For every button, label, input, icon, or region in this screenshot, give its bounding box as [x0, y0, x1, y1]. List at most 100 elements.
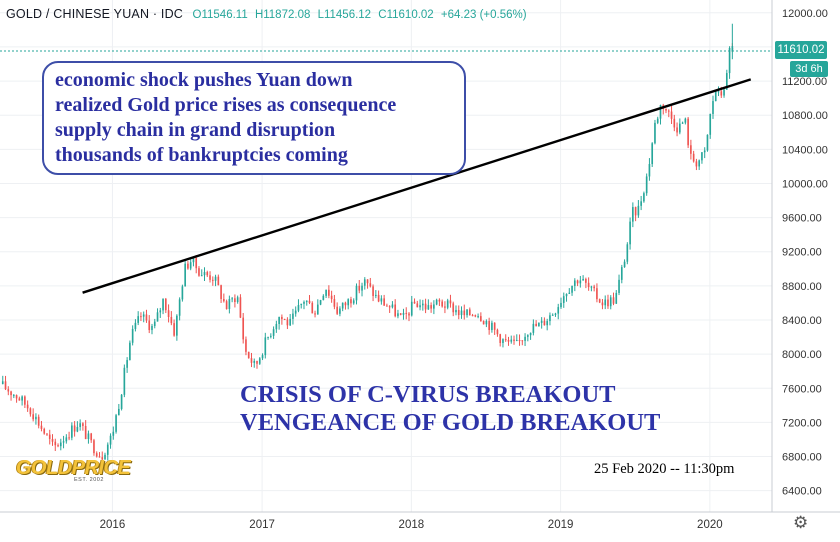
candle-body [598, 299, 601, 303]
candle-body [394, 304, 397, 317]
candle-body [623, 261, 626, 268]
candle [703, 147, 706, 159]
candle [272, 326, 275, 339]
candle [192, 257, 195, 267]
candle-body [554, 313, 557, 315]
candle-body [189, 262, 192, 269]
candle [151, 323, 153, 335]
candle [189, 259, 192, 271]
candle [21, 395, 23, 406]
candle [562, 292, 565, 308]
candle-body [272, 329, 275, 336]
time-tick-label: 2016 [100, 519, 126, 531]
candle [109, 433, 112, 449]
candle [355, 283, 358, 305]
candle-body [82, 423, 84, 426]
candle-body [408, 313, 410, 316]
candle-body [289, 318, 292, 326]
candle [604, 295, 607, 310]
candle [507, 336, 510, 346]
candle [134, 319, 137, 332]
candle-body [546, 321, 549, 326]
candle [242, 313, 245, 344]
candle-body [148, 320, 151, 331]
candle [294, 306, 297, 317]
candle-body [239, 297, 242, 318]
candle [303, 300, 305, 310]
candle-body [225, 301, 228, 309]
candle [391, 301, 394, 309]
gear-icon[interactable]: ⚙ [793, 513, 809, 532]
candle-body [728, 47, 731, 74]
candle-body [477, 316, 479, 318]
candle [250, 352, 253, 368]
candle-body [153, 321, 156, 326]
candle-body [372, 286, 374, 296]
candle-body [167, 310, 170, 317]
candle [366, 279, 369, 289]
candle-body [156, 312, 159, 322]
candle [126, 357, 128, 373]
candle-body [507, 340, 510, 342]
candle-body [314, 313, 316, 315]
candle-body [438, 299, 441, 302]
candle [264, 332, 267, 359]
candle [234, 294, 236, 308]
candle [314, 310, 316, 318]
candle [665, 108, 667, 114]
candle-body [145, 314, 148, 321]
candle-body [303, 301, 305, 304]
candle [361, 282, 363, 297]
candle [676, 122, 678, 137]
candle-body [670, 111, 673, 119]
annotation-line: thousands of bankruptcies coming [55, 144, 348, 166]
candle [148, 315, 151, 334]
candle-body [397, 313, 399, 317]
crisis-line: CRISIS OF C-VIRUS BREAKOUT [240, 381, 616, 408]
candle-body [129, 342, 131, 361]
candle [140, 312, 142, 322]
candle-body [267, 336, 269, 338]
candle-body [217, 276, 220, 286]
candle-body [424, 303, 427, 310]
candle-body [90, 433, 93, 441]
candle-body [377, 294, 380, 302]
candle-body [659, 105, 662, 119]
time-tick-label: 2017 [249, 519, 275, 531]
candle-body [300, 303, 303, 306]
candle [510, 335, 513, 344]
candle-body [703, 150, 706, 153]
candle-body [565, 293, 568, 297]
candle-body [485, 321, 488, 325]
candle-body [626, 244, 629, 262]
candle-body [518, 339, 521, 341]
candle-body [211, 279, 214, 281]
candle [93, 438, 95, 456]
candle [433, 300, 435, 315]
candle-body [388, 306, 391, 308]
candle-body [632, 207, 634, 222]
candle-body [352, 300, 355, 304]
candle [228, 295, 231, 314]
candle [131, 325, 134, 346]
candle [48, 429, 51, 445]
candle-body [261, 355, 264, 359]
candle [618, 274, 620, 296]
candle-body [269, 335, 272, 337]
price-tick-label: 8000.00 [782, 349, 822, 361]
candle [203, 267, 206, 282]
candle [159, 307, 162, 318]
candle [706, 134, 709, 152]
candle-body [709, 113, 712, 135]
candle-body [532, 323, 535, 333]
candle-body [250, 358, 253, 363]
candle [269, 333, 272, 339]
candle-body [12, 395, 15, 397]
candle-body [305, 300, 308, 302]
candle-body [283, 319, 286, 321]
symbol-name[interactable]: GOLD / CHINESE YUAN · IDC [6, 7, 184, 21]
candle-body [297, 305, 300, 311]
candle [626, 242, 629, 265]
candle [308, 295, 311, 305]
candle-body [380, 298, 383, 302]
